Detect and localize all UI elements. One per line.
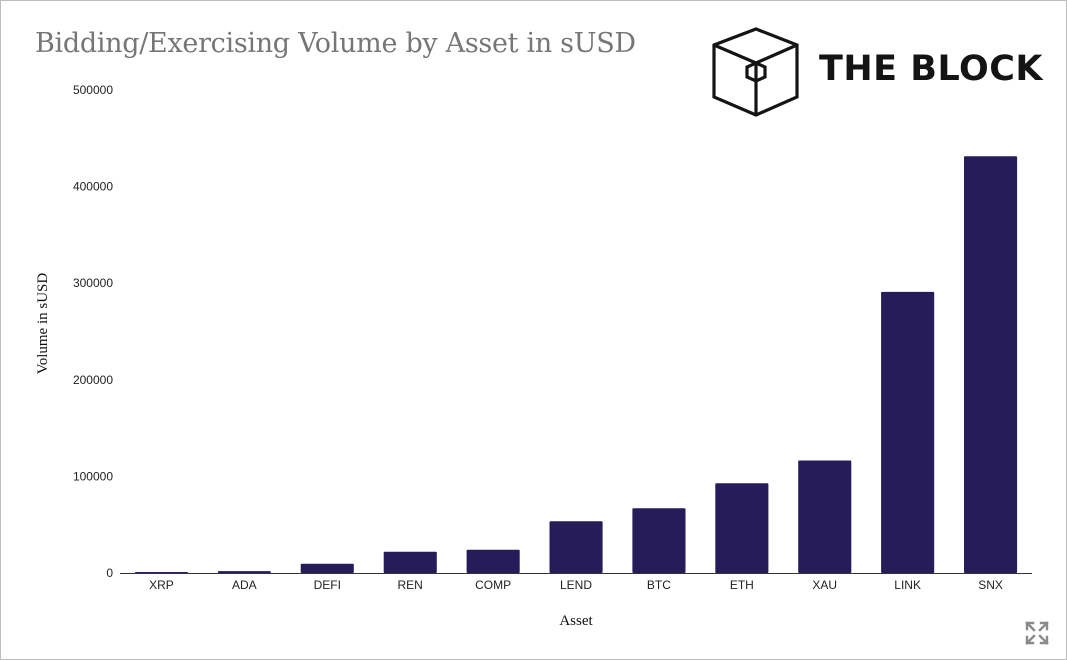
y-tick-label: 400000 (73, 180, 113, 194)
logo-text: THE BLOCK (819, 49, 1044, 89)
x-tick-label: DEFI (314, 578, 341, 592)
x-tick-label: REN (398, 578, 423, 592)
x-tick-label: LINK (894, 578, 921, 592)
bar-ada (217, 571, 271, 573)
x-tick-label: XRP (149, 578, 174, 592)
x-tick-label: ETH (730, 578, 754, 592)
x-tick-label: XAU (812, 578, 837, 592)
x-axis-title: Asset (559, 613, 593, 629)
y-tick-label: 0 (106, 566, 113, 580)
bar-link (881, 291, 935, 573)
x-tick-label: BTC (647, 578, 671, 592)
x-tick-label: SNX (978, 578, 1003, 592)
bar-xrp (134, 572, 188, 573)
y-tick-label: 100000 (73, 469, 113, 483)
expand-arrows-icon[interactable] (1024, 620, 1050, 646)
bar-snx (964, 156, 1018, 573)
y-tick-label: 300000 (73, 276, 113, 290)
bar-lend (549, 521, 603, 573)
cube-logo-icon (712, 27, 799, 117)
x-tick-label: LEND (560, 578, 592, 592)
y-axis-title: Volume in sUSD (35, 273, 51, 375)
x-tick-label: ADA (232, 578, 257, 592)
the-block-logo: THE BLOCK (711, 27, 1044, 119)
bar-eth (715, 483, 769, 573)
bar-comp (466, 549, 520, 573)
bar-ren (383, 551, 437, 573)
y-tick-label: 500000 (73, 83, 113, 97)
bar-xau (798, 460, 852, 573)
bar-btc (632, 508, 686, 573)
y-tick-label: 200000 (73, 373, 113, 387)
bar-defi (300, 563, 354, 573)
x-tick-label: COMP (475, 578, 511, 592)
chart-title: Bidding/Exercising Volume by Asset in sU… (35, 28, 636, 59)
